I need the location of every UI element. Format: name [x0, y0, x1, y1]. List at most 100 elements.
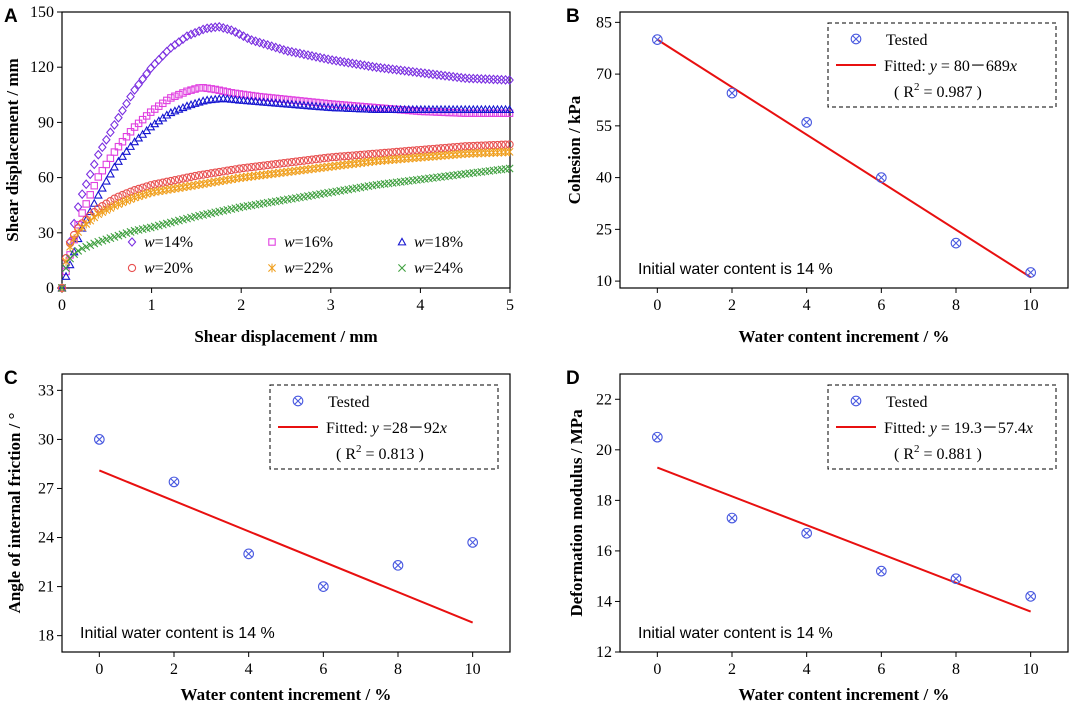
x-tick-label: 6	[877, 297, 885, 314]
data-point	[114, 112, 123, 123]
x-tick-label: 6	[877, 661, 885, 678]
data-point	[457, 149, 466, 159]
data-point	[78, 209, 86, 217]
x-tick-label: 0	[653, 661, 661, 678]
data-point	[651, 431, 663, 443]
data-point	[101, 176, 111, 185]
r2-sup: 2	[914, 443, 920, 455]
data-point	[485, 109, 494, 117]
panel-letter: B	[566, 6, 580, 27]
data-point	[85, 169, 95, 180]
legend-marker-tested	[292, 395, 304, 407]
data-point-cross	[1026, 592, 1035, 601]
data-point	[384, 155, 393, 165]
x-tick-label: 4	[803, 297, 811, 314]
data-point	[198, 170, 208, 179]
data-point	[501, 109, 510, 117]
data-point	[801, 117, 813, 128]
data-point	[82, 242, 91, 251]
data-point	[203, 169, 212, 179]
data-point	[481, 109, 490, 117]
data-point	[106, 154, 115, 163]
data-point	[93, 190, 103, 199]
data-point	[82, 219, 91, 229]
data-point	[166, 184, 175, 194]
fit-line	[98, 469, 474, 624]
data-point	[1025, 267, 1037, 278]
data-point	[98, 207, 107, 217]
data-point	[235, 29, 244, 40]
legend-var: w	[414, 260, 425, 277]
data-point	[69, 218, 79, 229]
y-tick-label: 30	[38, 431, 54, 448]
legend-marker	[398, 264, 406, 272]
data-point-cross	[877, 173, 886, 182]
data-point	[473, 109, 482, 117]
data-point	[219, 167, 228, 176]
legend-label: w=16%	[284, 234, 333, 251]
data-point	[90, 181, 99, 190]
data-point	[311, 155, 321, 164]
data-point	[97, 142, 107, 153]
data-point	[222, 94, 232, 103]
data-point	[81, 179, 91, 190]
data-point-cross	[1026, 268, 1035, 277]
data-point	[497, 147, 506, 157]
data-point	[308, 98, 316, 106]
data-point	[275, 95, 284, 103]
data-point	[348, 159, 357, 169]
data-point	[336, 152, 345, 161]
data-point	[255, 92, 264, 101]
axes-frame	[61, 373, 511, 653]
data-point	[251, 92, 260, 100]
data-point-cross	[952, 239, 960, 247]
data-point	[154, 54, 164, 65]
data-point	[283, 158, 292, 167]
data-point	[420, 152, 429, 162]
data-point	[202, 23, 212, 34]
data-point	[199, 179, 208, 189]
data-point-cross	[95, 435, 104, 444]
data-point	[247, 171, 256, 181]
y-tick-label: 85	[596, 14, 612, 31]
data-point	[445, 150, 454, 160]
data-point	[465, 109, 473, 117]
data-point	[93, 434, 105, 445]
legend-marker	[268, 263, 276, 273]
x-tick-label: 0	[653, 297, 661, 314]
data-point	[110, 201, 119, 211]
data-point	[726, 87, 738, 99]
data-point	[376, 156, 385, 166]
data-point	[183, 182, 191, 191]
data-point	[317, 581, 329, 592]
r2-pre: ( R	[894, 84, 914, 101]
legend-marker-tested-cross	[294, 397, 302, 405]
x-tick-label: 8	[952, 297, 960, 314]
data-point-cross	[728, 89, 736, 97]
r2-sup: 2	[356, 443, 362, 455]
axes-frame	[619, 11, 1069, 289]
r2-post: = 0.881 )	[920, 446, 982, 463]
data-point	[271, 94, 280, 103]
data-point	[292, 96, 300, 105]
data-point	[340, 160, 349, 170]
data-point	[400, 154, 409, 164]
data-point	[428, 151, 437, 161]
data-point	[259, 161, 268, 170]
data-point	[473, 148, 482, 158]
data-point	[239, 163, 248, 173]
data-point-cross	[877, 567, 886, 575]
legend-value: =22%	[295, 260, 333, 277]
data-point-cross	[468, 538, 477, 547]
data-point	[332, 161, 341, 171]
data-point	[316, 99, 324, 107]
legend-label: w=14%	[144, 234, 193, 251]
data-point	[211, 177, 220, 187]
axes-frame	[619, 373, 1069, 653]
data-point	[481, 148, 490, 158]
data-point	[158, 186, 167, 195]
data-point	[332, 100, 340, 109]
data-point	[505, 104, 515, 113]
fitted-y: y	[928, 58, 938, 75]
